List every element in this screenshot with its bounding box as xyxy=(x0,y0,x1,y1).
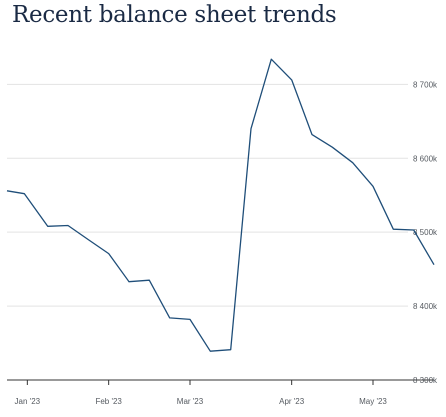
gridlines xyxy=(7,83,408,307)
x-tick-label: Apr '23 xyxy=(279,397,305,406)
y-tick-label: 8 500k xyxy=(413,228,438,237)
x-tick-label: May '23 xyxy=(359,397,387,406)
y-tick-label: 8 600k xyxy=(413,154,438,163)
x-axis: Jan '23 Feb '23 Mar '23 Apr '23 May '23 xyxy=(7,379,434,406)
series-line xyxy=(6,58,435,352)
y-tick-label: 8 400k xyxy=(413,302,438,311)
x-tick-label: Jan '23 xyxy=(15,397,41,406)
y-axis: 8 300k 8 400k 8 500k 8 600k 8 700k xyxy=(413,80,438,385)
y-tick-label: 8 300k xyxy=(413,376,438,385)
plot-area xyxy=(6,58,435,352)
y-tick-label: 8 700k xyxy=(413,80,438,89)
x-tick-label: Feb '23 xyxy=(95,397,122,406)
x-tick-label: Mar '23 xyxy=(177,397,204,406)
chart-title: Recent balance sheet trends xyxy=(12,2,337,28)
